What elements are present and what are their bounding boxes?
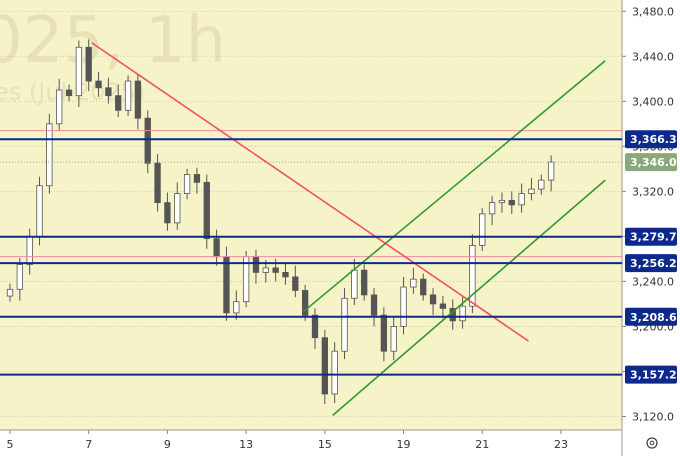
candle-body	[95, 80, 102, 89]
candle-body	[16, 264, 23, 290]
x-tick-label: 5	[7, 438, 14, 451]
candle-body	[302, 290, 309, 316]
candle-body	[538, 179, 545, 190]
candle-body	[262, 267, 269, 273]
level-label: 3,208.6	[630, 311, 677, 324]
candle-body	[164, 202, 171, 224]
candle-body	[213, 238, 220, 258]
level-label-badge	[625, 307, 677, 326]
y-tick-label: 3,120.0	[632, 410, 674, 423]
candle-body	[321, 337, 328, 395]
y-tick-label: 3,440.0	[632, 50, 674, 63]
candle-body	[469, 244, 476, 307]
candle-body	[36, 185, 43, 237]
trendline-descending	[91, 42, 529, 342]
candle-body	[223, 256, 230, 314]
candle-body	[56, 89, 63, 125]
x-tick-label: 9	[164, 438, 171, 451]
candle-body	[85, 46, 92, 82]
candle-body	[459, 305, 466, 322]
candle-body	[528, 188, 535, 195]
channel-lower-line	[332, 179, 606, 416]
candle-body	[183, 174, 191, 195]
candles	[6, 39, 555, 405]
candle-body	[410, 278, 417, 288]
price-axis[interactable]: 3,480.03,440.03,400.03,360.03,320.03,280…	[622, 5, 677, 423]
y-tick-label: 3,480.0	[632, 5, 674, 18]
candle-body	[420, 278, 427, 296]
candle-body	[115, 95, 122, 111]
x-tick-label: 19	[397, 438, 411, 451]
candle-body	[311, 314, 319, 339]
x-tick-label: 15	[318, 438, 332, 451]
drawings	[0, 42, 622, 416]
level-label-badge	[625, 227, 677, 246]
y-tick-label: 3,400.0	[632, 95, 674, 108]
candle-body	[292, 276, 299, 291]
candle-body	[370, 294, 378, 316]
x-tick-label: 7	[85, 438, 92, 451]
level-label-badge	[625, 254, 677, 273]
candle-body	[134, 80, 142, 119]
last-price-label: 3,346.0	[630, 156, 677, 169]
candle-body	[6, 288, 14, 297]
channel-upper-line	[302, 60, 606, 313]
y-tick-label: 3,240.0	[632, 275, 674, 288]
level-label: 3,157.2	[630, 369, 677, 382]
candle-body	[272, 267, 279, 273]
candle-body	[203, 181, 210, 240]
x-tick-label: 13	[239, 438, 253, 451]
candle-body	[154, 162, 161, 204]
candle-body	[479, 213, 486, 246]
candle-body	[233, 301, 240, 314]
candle-body	[331, 350, 338, 395]
last-price-badge	[625, 153, 677, 172]
plot-background	[0, 0, 622, 430]
candle-body	[390, 326, 397, 352]
candle-body	[144, 117, 151, 164]
candle-body	[46, 123, 53, 187]
candle-body	[361, 269, 368, 296]
time-axis-background	[0, 430, 622, 456]
candle-body	[400, 286, 407, 327]
candle-body	[65, 89, 73, 97]
watermark-contract: es (Jul 2025)	[0, 78, 145, 106]
candle-body	[488, 202, 496, 215]
candle-body	[174, 193, 181, 224]
candle-body	[439, 303, 447, 309]
x-tick-label: 21	[475, 438, 489, 451]
candle-body	[498, 199, 506, 204]
candle-body	[429, 294, 437, 305]
level-label: 3,279.7	[630, 231, 677, 244]
candle-body	[193, 174, 201, 183]
candle-body	[124, 80, 132, 111]
candle-body	[341, 297, 348, 352]
level-label-badge	[625, 130, 677, 149]
level-label-badge	[625, 365, 677, 384]
level-label: 3,256.2	[630, 257, 677, 270]
time-axis[interactable]: 5 7 9 13 15 19 21 23	[7, 430, 568, 451]
candle-body	[26, 235, 33, 265]
y-tick-label: 3,320.0	[632, 185, 674, 198]
candle-body	[518, 193, 525, 206]
grid	[0, 0, 623, 456]
candle-body	[252, 256, 260, 273]
candle-body	[508, 199, 515, 206]
candle-body	[75, 46, 83, 97]
candle-body	[547, 161, 555, 181]
watermark-symbol: 025, 1h	[0, 4, 226, 78]
candle-body	[105, 87, 112, 97]
candle-body	[380, 314, 388, 352]
settings-gear-icon[interactable]	[646, 437, 658, 449]
candle-body	[351, 269, 358, 299]
candle-body	[282, 272, 289, 278]
x-tick-label: 23	[554, 438, 568, 451]
level-label: 3,366.3	[630, 133, 677, 146]
